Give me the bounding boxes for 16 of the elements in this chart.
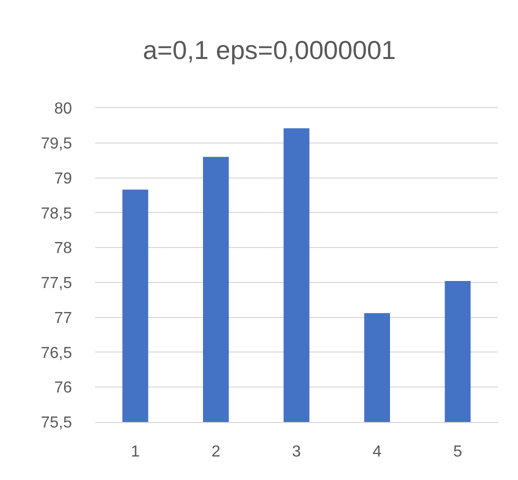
y-tick-label: 79 [54,170,72,188]
y-tick-label: 79,5 [40,135,72,152]
y-tick-label: 77,5 [40,275,72,292]
chart-title: a=0,1 eps=0,0000001 [142,35,396,66]
x-tick-label: 4 [372,443,382,460]
x-tick-label: 5 [453,443,462,460]
x-tick-label: 2 [211,443,220,460]
y-tick-label: 77 [54,310,72,327]
y-tick-label: 76 [54,380,72,397]
x-tick-label: 1 [130,443,140,460]
y-tick-label: 80 [54,100,72,118]
y-tick-label: 75,5 [40,414,72,432]
y-tick-label: 78,5 [40,205,72,222]
y-tick-label: 76,5 [40,344,72,362]
y-tick-label: 78 [54,240,72,258]
x-tick-label: 3 [292,443,302,460]
